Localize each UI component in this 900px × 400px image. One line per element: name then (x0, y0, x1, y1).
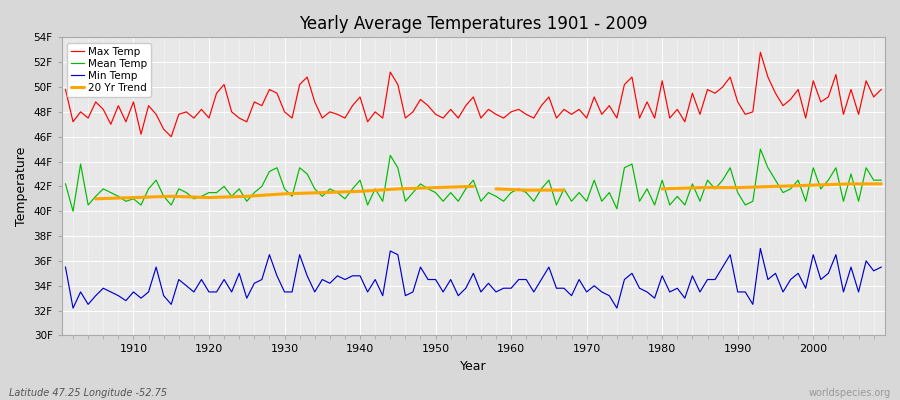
Mean Temp (513, 186, 524, 191)
Text: Latitude 47.25 Longitude -52.75: Latitude 47.25 Longitude -52.75 (9, 388, 167, 398)
Mean Temp (604, 190, 615, 195)
Mean Temp (68, 209, 78, 214)
Min Temp (68, 306, 78, 310)
Mean Temp (876, 178, 886, 182)
Max Temp (294, 82, 305, 87)
Min Temp (294, 252, 305, 257)
Mean Temp (506, 190, 517, 195)
Title: Yearly Average Temperatures 1901 - 2009: Yearly Average Temperatures 1901 - 2009 (299, 15, 648, 33)
20 Yr Trend (128, 195, 139, 200)
Mean Temp (294, 165, 305, 170)
Line: 20 Yr Trend: 20 Yr Trend (95, 186, 473, 199)
Max Temp (755, 50, 766, 55)
Max Temp (166, 134, 176, 139)
Max Temp (604, 103, 615, 108)
X-axis label: Year: Year (460, 360, 487, 373)
20 Yr Trend (166, 194, 176, 199)
Min Temp (513, 277, 524, 282)
Mean Temp (339, 196, 350, 201)
Min Temp (128, 290, 139, 294)
Max Temp (513, 107, 524, 112)
Min Temp (60, 265, 71, 270)
20 Yr Trend (392, 186, 403, 191)
Max Temp (339, 116, 350, 120)
Mean Temp (755, 147, 766, 152)
Max Temp (876, 87, 886, 92)
Max Temp (506, 110, 517, 114)
20 Yr Trend (241, 194, 252, 199)
Min Temp (604, 293, 615, 298)
20 Yr Trend (317, 190, 328, 195)
Line: Mean Temp: Mean Temp (66, 149, 881, 211)
Min Temp (755, 246, 766, 251)
Y-axis label: Temperature: Temperature (15, 147, 28, 226)
Line: Min Temp: Min Temp (66, 248, 881, 308)
Mean Temp (60, 182, 71, 186)
Min Temp (876, 265, 886, 270)
20 Yr Trend (468, 184, 479, 189)
Max Temp (121, 119, 131, 124)
Text: worldspecies.org: worldspecies.org (809, 388, 891, 398)
Legend: Max Temp, Mean Temp, Min Temp, 20 Yr Trend: Max Temp, Mean Temp, Min Temp, 20 Yr Tre… (67, 42, 151, 97)
Min Temp (506, 286, 517, 291)
20 Yr Trend (355, 189, 365, 194)
20 Yr Trend (203, 195, 214, 200)
Min Temp (339, 277, 350, 282)
Line: Max Temp: Max Temp (66, 52, 881, 137)
20 Yr Trend (279, 192, 290, 196)
20 Yr Trend (90, 196, 101, 201)
Mean Temp (128, 196, 139, 201)
Max Temp (60, 87, 71, 92)
20 Yr Trend (430, 185, 441, 190)
